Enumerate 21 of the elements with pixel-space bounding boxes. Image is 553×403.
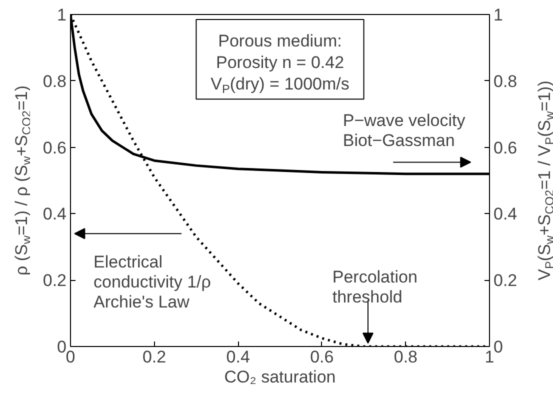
y-tick-label: 0.6 [42,138,67,158]
y-tick-label: 1 [57,6,67,24]
annotation: Electrical conductivity 1/ρ Archie's Law [94,252,211,312]
x-tick-label: 0.8 [394,348,418,366]
y2-tick-label: 0.8 [494,72,518,91]
y-tick-label: 0.4 [42,204,67,224]
x-tick-label: 1 [484,348,494,366]
x-tick-label: 0.2 [142,348,166,366]
x-tick-label: 0.6 [310,348,334,366]
x-tick-label: 0.4 [226,348,250,366]
y2-tick-label: 0.2 [494,271,518,290]
x-axis-title: CO₂ saturation [224,368,336,386]
annotation: Percolation threshold [332,267,418,306]
y-tick-label: 0.2 [42,271,67,290]
annotation: Porous medium: [218,32,342,51]
y2-tick-label: 0.6 [494,138,518,158]
y2-tick-label: 1 [494,6,503,24]
y2-tick-label: 0.4 [494,204,518,224]
y-tick-label: 0.8 [42,72,67,91]
annotation: P−wave velocity Biot−Gassman [342,111,466,150]
annotation: Porosity n = 0.42 [216,53,344,72]
